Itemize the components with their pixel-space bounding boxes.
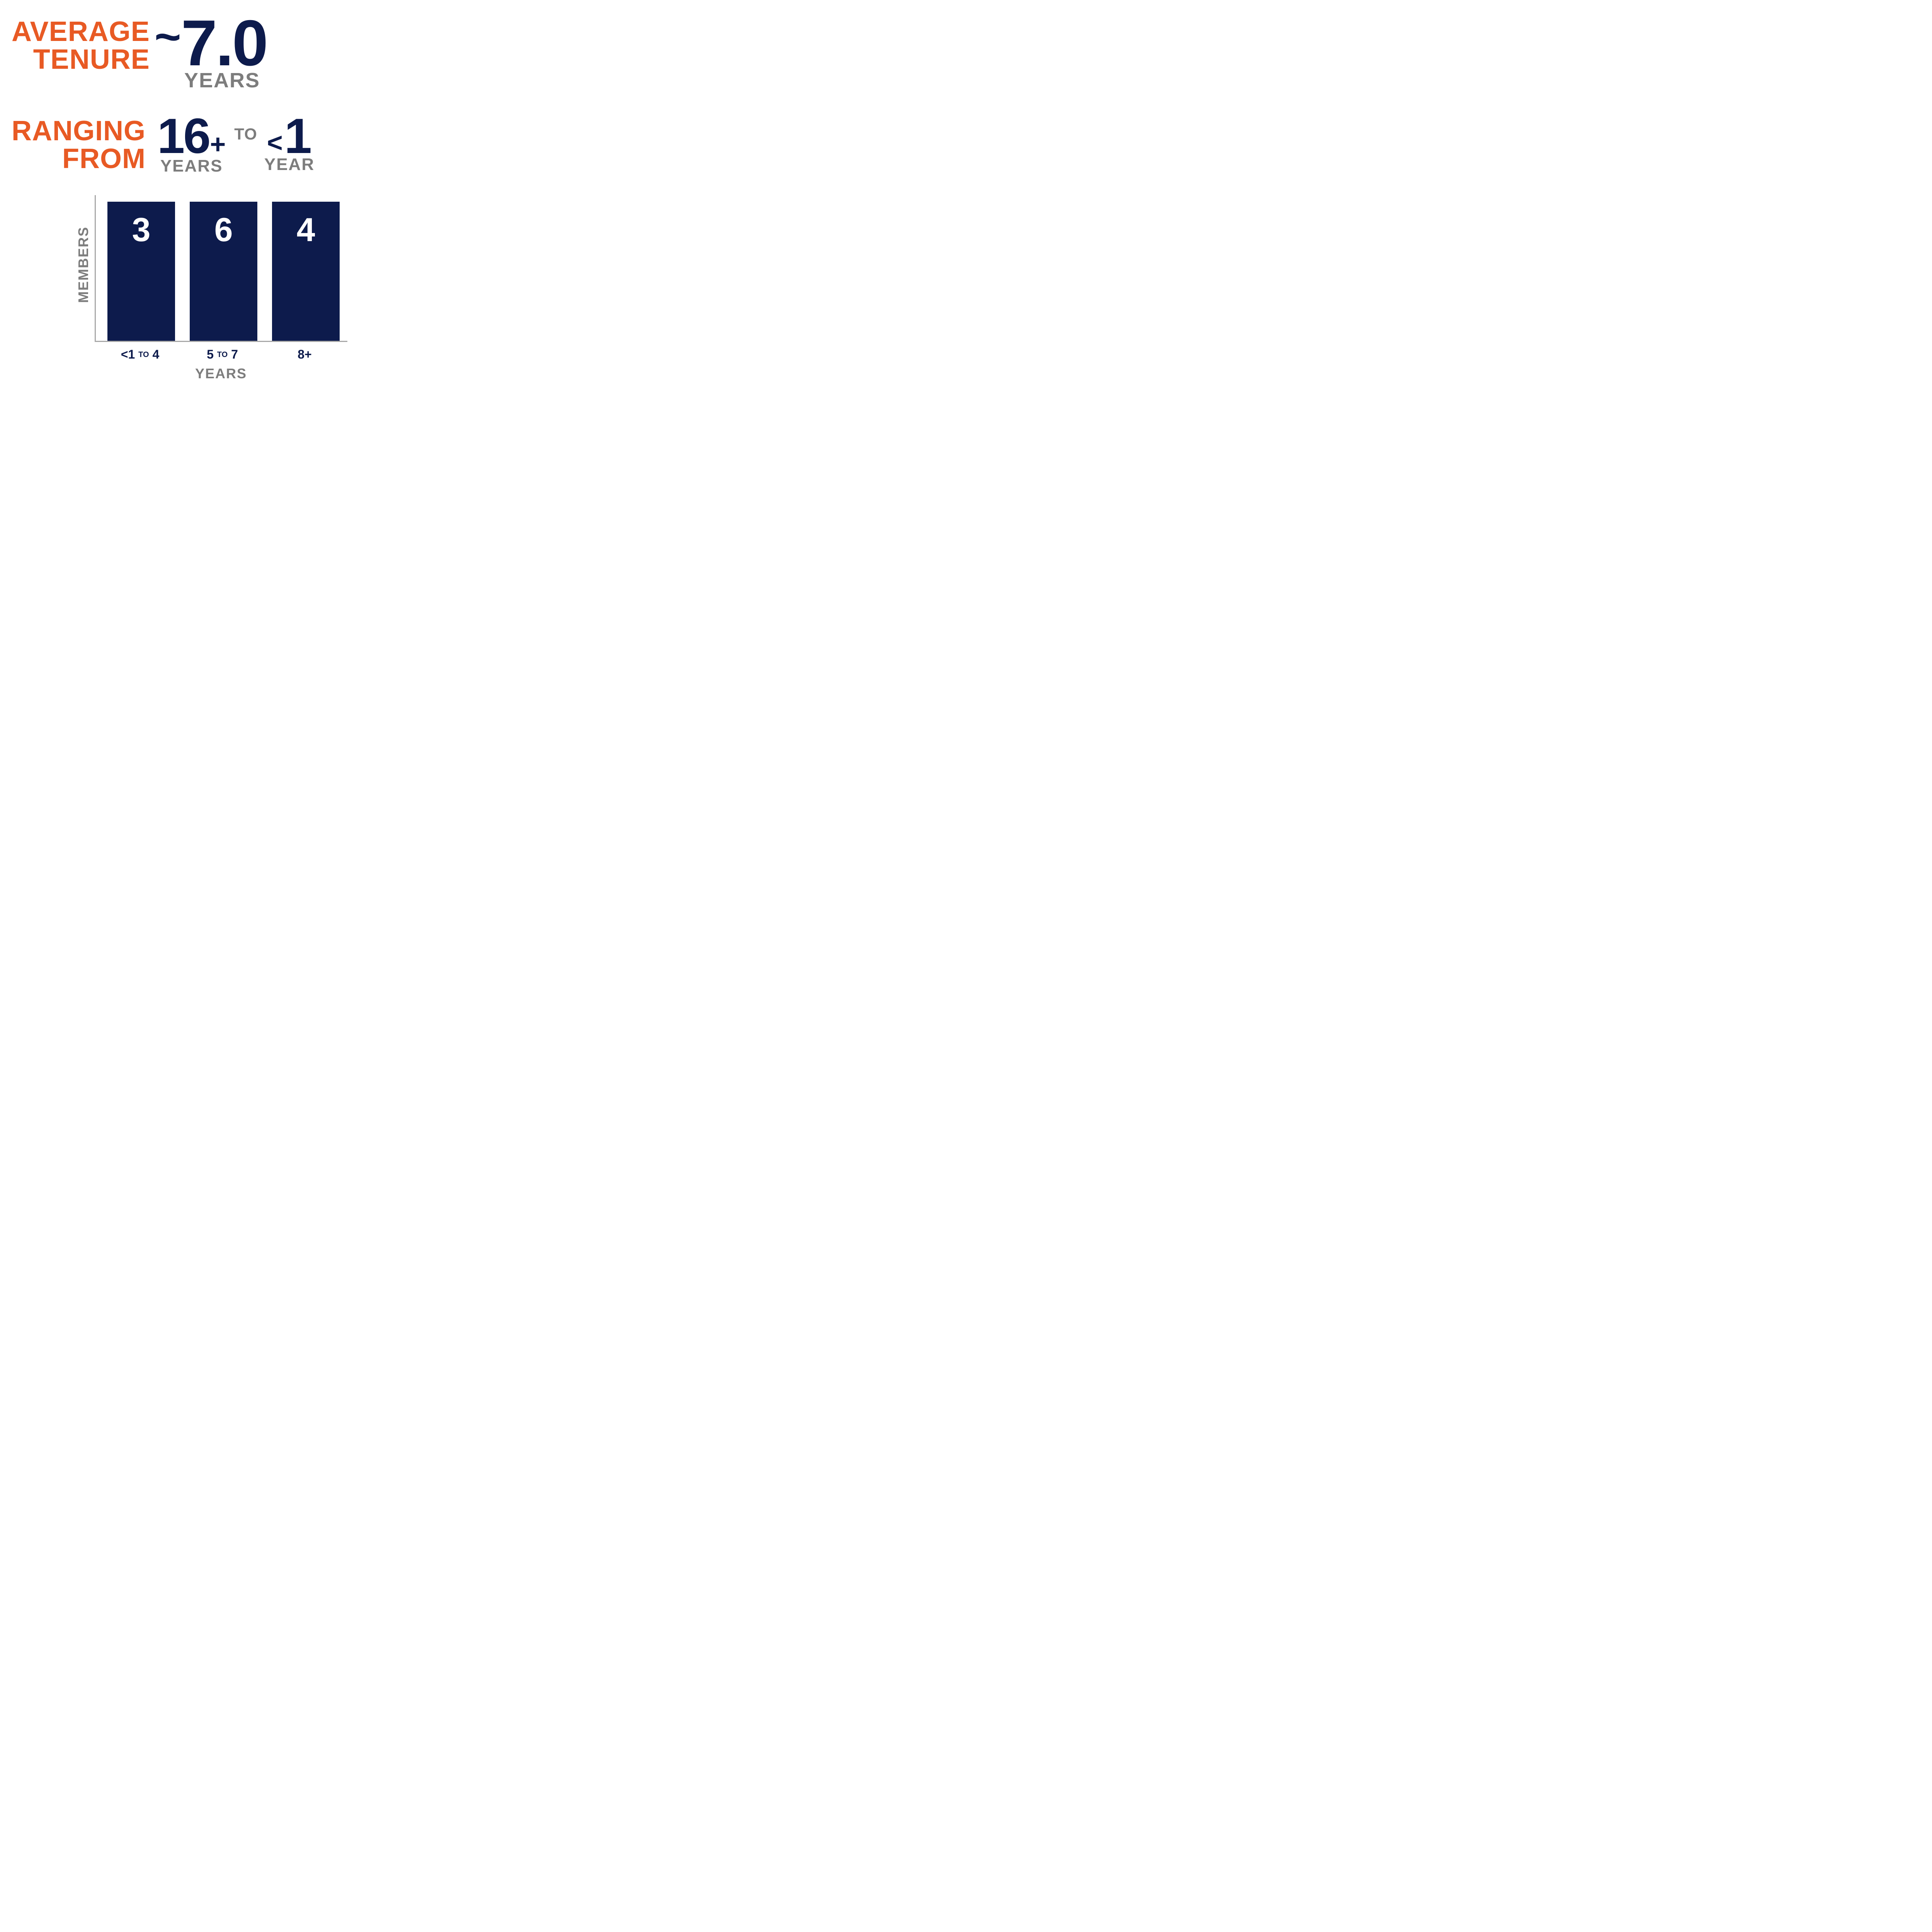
avg-unit: YEARS bbox=[178, 68, 267, 92]
range-high-value: 16 bbox=[157, 116, 209, 158]
chart-x-tick: 5 TO 7 bbox=[189, 347, 256, 362]
chart-y-label: MEMBERS bbox=[75, 195, 92, 342]
range-values: 16 + YEARS TO < 1 YEAR bbox=[157, 116, 315, 176]
chart-bar: 4 bbox=[272, 202, 340, 341]
avg-value: 7.0 bbox=[181, 15, 267, 71]
range-high-unit: YEARS bbox=[157, 156, 226, 176]
range-label-line1: RANGING bbox=[12, 117, 146, 145]
range-high: 16 + YEARS bbox=[157, 116, 226, 176]
avg-label-line2: TENURE bbox=[12, 46, 150, 73]
avg-tilde: ~ bbox=[155, 14, 181, 60]
chart-x-ticks: <1 TO 4 5 TO 7 8+ bbox=[95, 342, 347, 362]
range-high-suffix: + bbox=[210, 129, 226, 160]
average-tenure-block: AVERAGE TENURE ~ 7.0 YEARS bbox=[12, 15, 359, 92]
range-to: TO bbox=[234, 125, 257, 143]
avg-value-group: ~ 7.0 YEARS bbox=[155, 15, 267, 92]
chart-x-tick: <1 TO 4 bbox=[106, 347, 174, 362]
range-low-unit: YEAR bbox=[264, 155, 315, 174]
range-low-value: 1 bbox=[284, 116, 312, 158]
chart-x-label: YEARS bbox=[95, 366, 347, 382]
range-label-line2: FROM bbox=[12, 145, 146, 173]
chart-x-tick: 8+ bbox=[271, 347, 338, 362]
chart-plot-area: 364 bbox=[95, 195, 347, 342]
avg-label-line1: AVERAGE bbox=[12, 18, 150, 46]
range-label: RANGING FROM bbox=[12, 117, 146, 173]
tenure-bar-chart: MEMBERS 364 <1 TO 4 5 TO 7 8+ YEARS bbox=[75, 195, 359, 382]
range-low: < 1 YEAR bbox=[264, 116, 315, 174]
range-block: RANGING FROM 16 + YEARS TO < 1 YEAR bbox=[12, 116, 359, 176]
chart-bar: 6 bbox=[190, 202, 257, 341]
range-low-prefix: < bbox=[267, 127, 283, 158]
average-tenure-label: AVERAGE TENURE bbox=[12, 18, 150, 73]
chart-bar: 3 bbox=[107, 202, 175, 341]
chart-core: 364 <1 TO 4 5 TO 7 8+ YEARS bbox=[95, 195, 347, 382]
